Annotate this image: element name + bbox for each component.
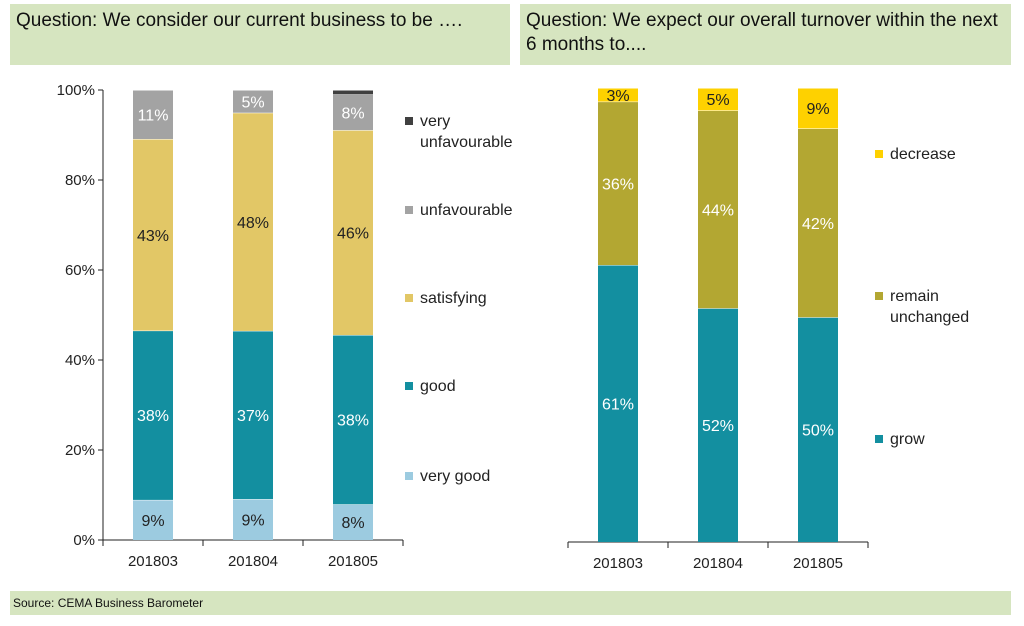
y-tick-label: 0% (73, 532, 95, 549)
bar-segment (698, 308, 738, 542)
data-label: 11% (138, 108, 169, 125)
legend-label-line: remain (890, 288, 939, 305)
data-label: 8% (341, 105, 364, 122)
bar-segment (333, 130, 373, 336)
right-question-header: Question: We expect our overall turnover… (520, 4, 1011, 65)
data-label: 5% (241, 94, 264, 111)
left-question-text: Question: We consider our current busine… (16, 10, 463, 31)
data-label: 48% (237, 215, 269, 232)
data-label: 50% (802, 423, 834, 440)
bar-segment (698, 110, 738, 309)
legend-label-line: very (420, 113, 450, 130)
right-question-text: Question: We expect our overall turnover… (526, 10, 998, 55)
bar-segment (598, 88, 638, 102)
data-label: 61% (602, 397, 634, 414)
legend-label: satisfying (420, 290, 487, 307)
bar-segment (133, 139, 173, 331)
data-label: 44% (702, 202, 734, 219)
bar-segment (598, 101, 638, 266)
data-label: 42% (802, 216, 834, 233)
bar-segment (333, 504, 373, 540)
y-tick-label: 20% (65, 442, 95, 459)
data-label: 37% (237, 408, 269, 425)
bar-segment (698, 88, 738, 111)
x-tick-label: 201804 (693, 555, 743, 572)
y-tick-label: 100% (57, 82, 95, 99)
data-label: 43% (137, 228, 169, 245)
bar-segment (798, 88, 838, 129)
data-label: 36% (602, 176, 634, 193)
bar-segment (233, 499, 273, 540)
legend-label-line: unchanged (890, 309, 969, 326)
legend-swatch (875, 435, 883, 443)
x-tick-label: 201804 (228, 553, 278, 570)
data-label: 3% (606, 88, 629, 105)
legend-swatch (405, 117, 413, 125)
legend-swatch (405, 382, 413, 390)
legend-label: very good (420, 468, 490, 485)
bar-segment (133, 90, 173, 140)
legend-label: decrease (890, 146, 956, 163)
data-label: 9% (806, 101, 829, 118)
x-tick-label: 201805 (793, 555, 843, 572)
legend-label: very unfavourable (420, 113, 513, 151)
data-label: 46% (337, 226, 369, 243)
source-text: Source: CEMA Business Barometer (13, 596, 204, 610)
x-tick-label: 201803 (128, 553, 178, 570)
bar-segment (233, 112, 273, 331)
bar-segment (133, 330, 173, 500)
bar-segment (133, 499, 173, 540)
bar-segment (233, 330, 273, 500)
legend-label: unfavourable (420, 202, 513, 219)
legend-label: grow (890, 431, 925, 448)
legend-label: good (420, 378, 456, 395)
bar-segment (798, 128, 838, 318)
data-label: 8% (341, 515, 364, 532)
chart-2: 201803 201804 201805 61% 36% 3% 52% 44% 5% 50% 42%… (567, 87, 969, 572)
x-tick-label: 201803 (593, 555, 643, 572)
y-tick-label: 60% (65, 262, 95, 279)
y-tick-label: 40% (65, 352, 95, 369)
legend-swatch (405, 472, 413, 480)
data-label: 9% (141, 513, 164, 530)
bar-segment (233, 90, 273, 113)
legend-swatch (405, 294, 413, 302)
source-bar: Source: CEMA Business Barometer (10, 591, 1011, 615)
data-label: 52% (702, 418, 734, 435)
bar-segment (333, 335, 373, 505)
data-label: 9% (241, 513, 264, 530)
x-tick-label: 201805 (328, 553, 378, 570)
bar-segment (598, 265, 638, 542)
data-label: 38% (137, 408, 169, 425)
legend-swatch (875, 292, 883, 300)
bar-segment (798, 317, 838, 542)
legend-label: remain unchanged (890, 288, 969, 326)
left-question-header: Question: We consider our current busine… (10, 4, 510, 65)
legend-swatch (875, 150, 883, 158)
legend-swatch (405, 206, 413, 214)
data-label: 5% (706, 92, 729, 109)
legend-label-line: unfavourable (420, 134, 513, 151)
bar-segment (333, 90, 373, 95)
chart-1: 0% 20% 40% 60% 80% 100% 201803 201804 201805 9% 38… (57, 82, 513, 570)
data-label: 38% (337, 413, 369, 430)
bar-segment (333, 94, 373, 131)
y-tick-label: 80% (65, 172, 95, 189)
